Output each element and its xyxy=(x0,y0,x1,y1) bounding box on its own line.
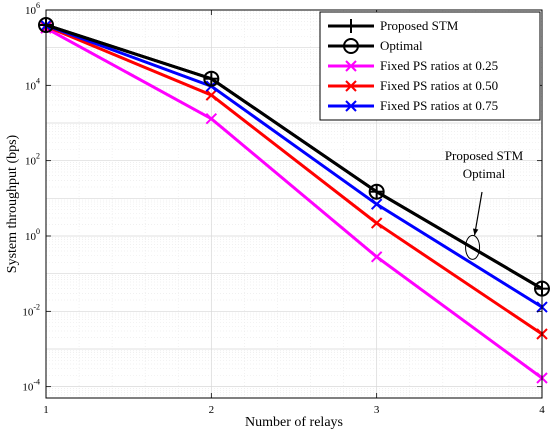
legend-label: Optimal xyxy=(380,38,423,53)
plot-frame xyxy=(45,9,543,399)
annotation: Proposed STM Optimal xyxy=(445,148,524,260)
x-tick-label: 4 xyxy=(539,404,545,416)
annotation-text: Optimal xyxy=(463,166,506,181)
data-point xyxy=(205,89,218,101)
y-axis-title: System throughput (bps) xyxy=(5,134,20,273)
data-point xyxy=(203,70,220,87)
y-tick-label: 10-2 xyxy=(22,302,40,318)
series-line xyxy=(45,23,543,309)
legend-marker xyxy=(345,60,357,72)
legend-entry: Optimal xyxy=(328,38,423,54)
data-point xyxy=(368,183,385,200)
annotation-arrow xyxy=(473,191,483,236)
data-point xyxy=(370,251,383,263)
legend-label: Fixed PS ratios at 0.50 xyxy=(380,78,498,93)
y-tick-label: 100 xyxy=(25,227,40,243)
annotation-text: Proposed STM xyxy=(445,148,524,163)
legend-label: Proposed STM xyxy=(380,18,459,33)
legend-entry: Fixed PS ratios at 0.75 xyxy=(328,98,498,113)
y-tick-label: 10-4 xyxy=(22,378,40,394)
series-line xyxy=(45,24,543,336)
series-layer xyxy=(38,16,550,384)
legend-marker xyxy=(343,38,359,54)
legend-marker xyxy=(345,100,357,112)
series-line xyxy=(45,26,543,380)
y-tick-label: 104 xyxy=(25,76,40,92)
x-tick-label: 2 xyxy=(209,404,215,416)
x-tick-label: 1 xyxy=(43,404,49,416)
legend-marker xyxy=(345,80,357,92)
legend: Proposed STM Optimal Fixed PS ratios at 0.… xyxy=(319,11,541,121)
legend-entry: Proposed STM xyxy=(328,18,459,33)
y-tick-label: 102 xyxy=(25,152,40,168)
x-axis-title: Number of relays xyxy=(245,415,343,430)
legend-entry: Fixed PS ratios at 0.25 xyxy=(328,58,498,73)
data-point xyxy=(205,112,218,125)
y-tick-label: 106 xyxy=(25,1,40,17)
series-line xyxy=(45,23,543,290)
legend-marker xyxy=(344,19,358,33)
legend-entry: Fixed PS ratios at 0.50 xyxy=(328,78,498,93)
data-point xyxy=(370,217,383,229)
data-point xyxy=(370,198,383,210)
annotation-ellipse xyxy=(465,234,481,260)
legend-label: Fixed PS ratios at 0.25 xyxy=(380,58,498,73)
axis-ticks: 1 2 3 4 10-4 10-2 100 102 104 106 xyxy=(22,1,545,416)
legend-label: Fixed PS ratios at 0.75 xyxy=(380,98,498,113)
x-tick-label: 3 xyxy=(374,404,380,416)
annotation-arrowhead xyxy=(472,228,479,236)
